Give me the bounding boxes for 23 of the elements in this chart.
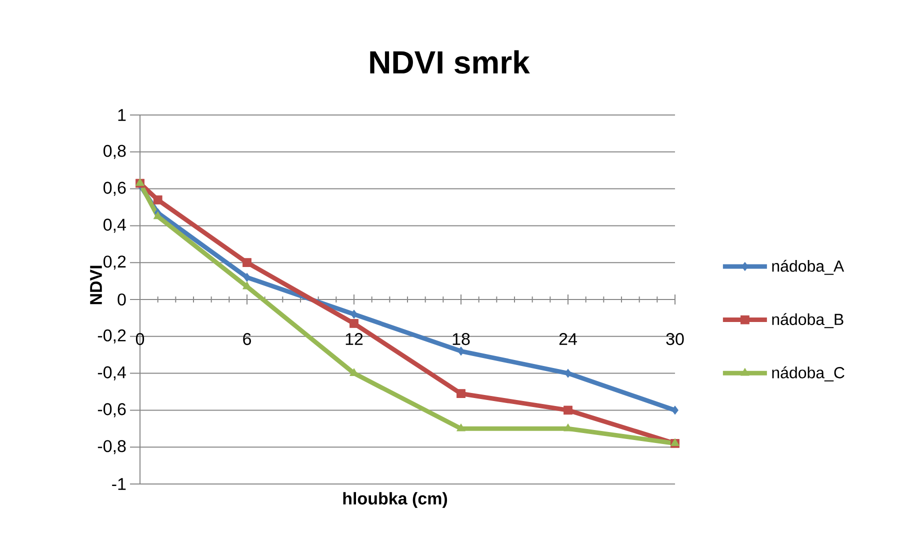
- x-tick-label: 0: [136, 333, 144, 346]
- legend-label: nádoba_A: [772, 260, 844, 275]
- y-tick-label: -0,8: [98, 440, 126, 454]
- x-tick-label: 30: [666, 333, 684, 346]
- y-tick-label: 0: [118, 293, 126, 306]
- y-tick-label: 0,6: [103, 182, 126, 196]
- y-tick-label: 0,8: [103, 144, 126, 159]
- x-tick-label: 18: [452, 333, 470, 346]
- legend-label: nádoba_C: [772, 366, 844, 382]
- y-tick-label: -0,4: [98, 366, 126, 380]
- x-tick-label: 24: [559, 333, 577, 345]
- y-tick-label: 0,2: [103, 256, 126, 270]
- y-tick-label: -1: [112, 478, 126, 490]
- y-tick-label: -0,2: [98, 329, 126, 344]
- x-tick-label: 6: [243, 333, 251, 346]
- y-tick-label: 0,4: [103, 218, 126, 233]
- x-tick-label: 12: [346, 333, 363, 345]
- legend-label: nádoba_B: [772, 313, 844, 328]
- y-axis-title: NDVI: [90, 266, 102, 304]
- chart-title: NDVI smrk: [370, 50, 530, 74]
- x-axis-title: hloubka (cm): [343, 492, 448, 508]
- y-tick-label: -0,6: [98, 403, 126, 418]
- y-tick-label: 1: [118, 109, 126, 121]
